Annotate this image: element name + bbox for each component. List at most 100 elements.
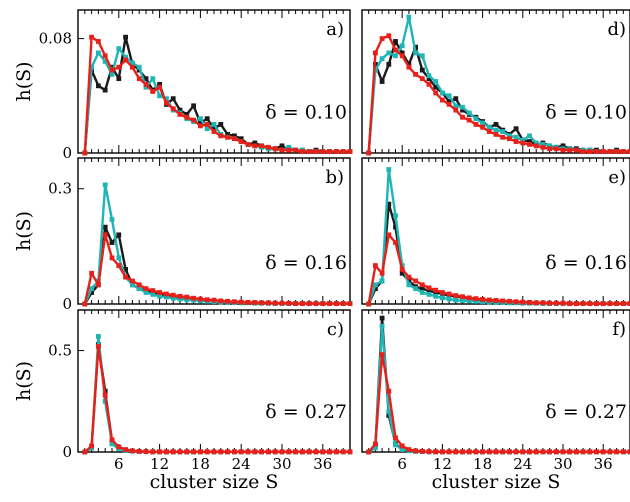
data-point	[373, 286, 378, 292]
data-point	[627, 449, 630, 455]
delta-annotation: δ = 0.10	[545, 102, 627, 124]
data-point	[347, 449, 353, 455]
series-line	[368, 325, 630, 454]
data-point	[594, 449, 599, 455]
data-point	[366, 449, 372, 455]
data-point	[627, 149, 630, 154]
data-point	[238, 139, 244, 144]
panel-letter: f)	[612, 319, 626, 340]
data-point	[440, 290, 445, 295]
data-point	[198, 123, 203, 129]
data-point	[170, 449, 176, 455]
data-point	[136, 282, 142, 288]
data-point	[164, 100, 169, 106]
series-red	[82, 34, 353, 156]
data-point	[366, 150, 372, 156]
data-point	[419, 282, 425, 288]
data-point	[527, 300, 532, 305]
data-point	[313, 301, 319, 307]
plot-frame	[77, 309, 351, 453]
y-axis-label: h(S)	[13, 211, 35, 251]
data-point	[493, 298, 499, 303]
data-point	[513, 449, 519, 455]
data-point	[567, 301, 573, 307]
data-point	[580, 149, 586, 154]
data-point	[600, 301, 606, 307]
data-point	[500, 298, 506, 304]
data-point	[594, 149, 599, 154]
x-tick-label: 36	[594, 455, 613, 473]
data-point	[433, 90, 439, 96]
data-point	[600, 449, 606, 455]
data-point	[393, 53, 398, 59]
data-point	[225, 132, 230, 137]
data-point	[399, 443, 405, 449]
data-point	[413, 71, 418, 77]
data-point	[460, 449, 465, 455]
x-axis-label: cluster size S	[150, 471, 279, 493]
data-point	[453, 297, 459, 303]
data-point	[96, 50, 101, 56]
data-point	[500, 134, 506, 140]
data-point	[157, 293, 162, 299]
data-point	[433, 84, 439, 90]
data-point	[446, 449, 452, 455]
series-line	[83, 233, 350, 305]
data-point	[513, 139, 519, 144]
series-red	[82, 232, 353, 307]
data-point	[177, 293, 183, 299]
data-point	[252, 300, 258, 305]
data-point	[286, 144, 292, 150]
data-point	[440, 97, 445, 103]
data-point	[136, 448, 142, 454]
data-point	[232, 299, 237, 305]
panel-letter: d)	[607, 19, 626, 40]
data-point	[89, 286, 94, 292]
data-point	[386, 33, 392, 39]
data-point	[453, 449, 459, 455]
data-point	[453, 293, 459, 298]
data-point	[130, 448, 135, 454]
data-point	[614, 149, 619, 154]
data-point	[157, 290, 162, 295]
data-point	[204, 126, 210, 132]
data-point	[379, 36, 385, 41]
panel-d: d) δ = 0.10	[361, 9, 630, 156]
data-point	[204, 297, 210, 303]
data-point	[225, 134, 230, 140]
data-point	[102, 232, 108, 238]
data-point	[413, 286, 418, 292]
series-red	[366, 232, 630, 307]
data-point	[116, 76, 122, 82]
delta-annotation: δ = 0.16	[265, 252, 347, 274]
data-point	[547, 143, 552, 149]
y-axis-label: h(S)	[13, 61, 35, 101]
data-point	[500, 129, 506, 134]
data-point	[252, 140, 258, 146]
data-point	[177, 449, 183, 455]
data-point	[480, 449, 485, 455]
data-point	[520, 140, 526, 146]
data-point	[334, 301, 339, 307]
data-point	[347, 301, 353, 307]
data-point	[136, 64, 142, 70]
panel-c: 0 0.5 6 12 18 24 30 36 h(S) cluster size S c) δ = 0…	[13, 309, 353, 493]
data-point	[191, 103, 196, 109]
data-point	[486, 129, 492, 134]
data-point	[102, 59, 108, 64]
data-point	[211, 129, 217, 134]
data-point	[123, 54, 128, 60]
data-point	[600, 149, 606, 154]
data-point	[266, 449, 271, 455]
data-point	[272, 146, 278, 152]
y-tick-label: 0	[62, 443, 72, 461]
data-point	[373, 263, 378, 268]
data-point	[150, 76, 156, 82]
data-point	[466, 295, 472, 301]
data-point	[293, 301, 298, 307]
data-point	[393, 240, 398, 245]
data-point	[130, 60, 135, 66]
data-point	[170, 106, 176, 112]
data-point	[393, 47, 398, 53]
data-point	[102, 224, 108, 230]
